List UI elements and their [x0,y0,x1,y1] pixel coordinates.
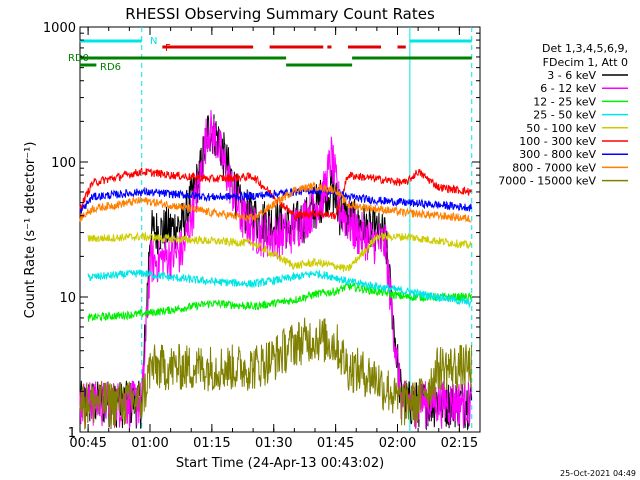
x-tick-label-6: 02:15 [441,436,478,451]
y-tick-label-2: 100 [51,156,76,171]
x-tick-label-4: 01:45 [317,436,354,451]
x-tick-label-1: 01:00 [131,436,168,451]
legend-label-0: 3 - 6 keV [547,69,596,82]
legend-header-line-2: FDecim 1, Att 0 [543,56,628,69]
legend-label-1: 6 - 12 keV [540,82,596,95]
series-line-50-100kev [87,231,472,272]
y-tick-label-3: 1000 [43,21,76,36]
flag-label-n: N [150,36,157,47]
series-line-7000-15000kev [79,317,472,430]
series-line-12-25kev [87,281,472,322]
legend-label-5: 100 - 300 keV [519,135,596,148]
legend: Det 1,3,4,5,6,9, FDecim 1, Att 0 3 - 6 k… [498,42,628,188]
timestamp: 25-Oct-2021 04:49 [560,469,636,478]
flag-label-rd6: RD6 [100,62,121,73]
flag-label-rd0: RD0 [68,53,89,64]
y-tick-label-0: 1 [68,426,76,441]
y-axis-label: Count Rate (s⁻¹ detector⁻¹) [23,142,38,319]
y-tick-label-1: 10 [59,291,76,306]
x-tick-label-3: 01:30 [255,436,292,451]
legend-label-8: 7000 - 15000 keV [498,175,596,188]
series-line-800-7000kev [79,181,472,223]
x-axis-label: Start Time (24-Apr-13 00:43:02) [176,456,384,471]
series-line-25-50kev [87,269,472,309]
plot-frame [79,26,481,433]
plot-area [79,26,481,433]
flag-bars: NF RD0 RD6 [68,36,472,73]
x-tick-label-0: 00:45 [69,436,106,451]
series-line-300-800kev [79,186,472,215]
legend-label-4: 50 - 100 keV [526,122,596,135]
x-tick-label-2: 01:15 [193,436,230,451]
axes: 00:45 01:00 01:15 01:30 01:45 02:00 02:15 1 10 10… [43,21,481,451]
x-tick-label-5: 02:00 [379,436,416,451]
legend-label-2: 12 - 25 keV [533,95,596,108]
legend-label-3: 25 - 50 keV [533,109,596,122]
chart-title: RHESSI Observing Summary Count Rates [125,5,435,23]
series-layer [79,109,472,431]
legend-label-6: 300 - 800 keV [519,148,596,161]
legend-label-7: 800 - 7000 keV [512,161,596,174]
flag-label-f: F [165,43,171,54]
legend-header-line-1: Det 1,3,4,5,6,9, [542,42,628,55]
